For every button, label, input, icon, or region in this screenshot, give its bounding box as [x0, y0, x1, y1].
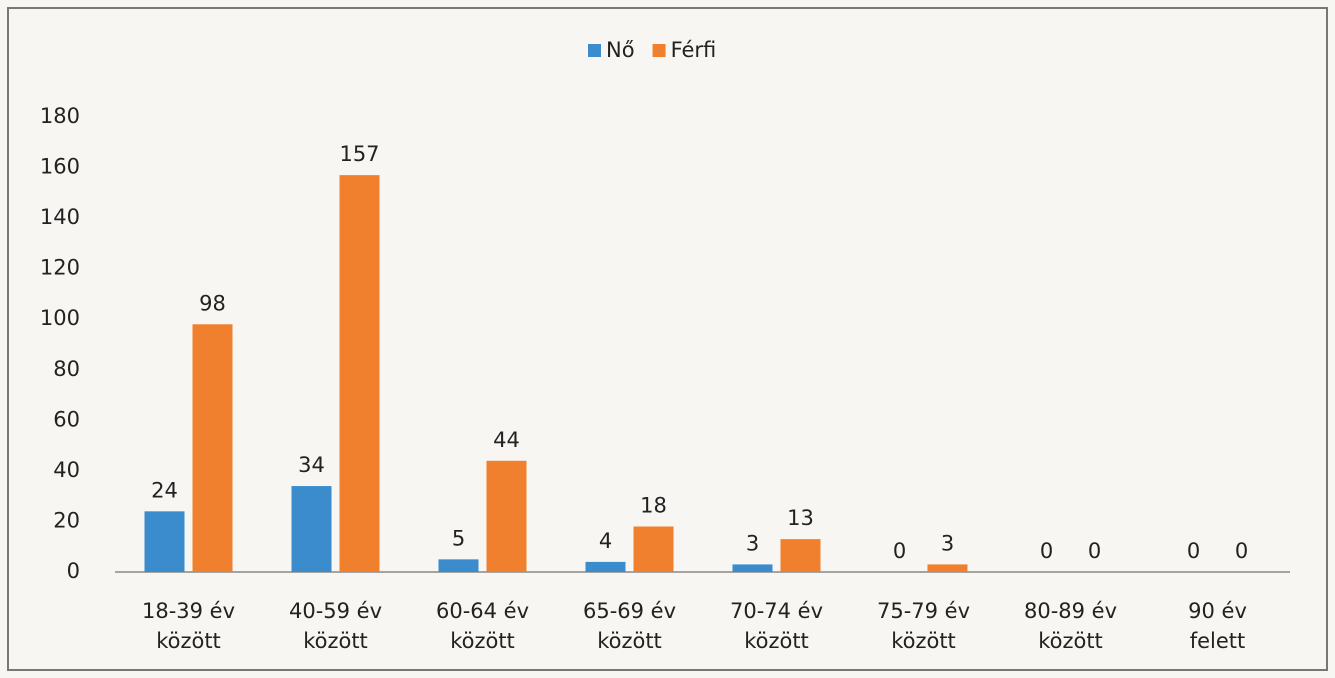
bar — [780, 539, 821, 572]
legend-label: Férfi — [671, 38, 717, 62]
bar — [144, 511, 185, 572]
value-label: 0 — [1235, 539, 1248, 563]
y-tick-label: 120 — [40, 256, 80, 280]
value-label: 34 — [298, 453, 325, 477]
y-tick-label: 80 — [53, 357, 80, 381]
value-label: 3 — [746, 531, 759, 555]
value-label: 0 — [1040, 539, 1053, 563]
y-tick-label: 40 — [53, 458, 80, 482]
bar — [633, 526, 674, 572]
x-tick-label: 65-69 év között — [582, 599, 677, 653]
value-label: 13 — [787, 506, 814, 530]
x-tick-label: 90 év felett — [1188, 599, 1247, 653]
y-tick-label: 160 — [40, 155, 80, 179]
border — [7, 7, 1328, 671]
x-tick-label: 18-39 év között — [141, 599, 236, 653]
legend-swatch — [652, 44, 666, 57]
value-label: 44 — [493, 428, 520, 452]
y-tick-label: 100 — [40, 306, 80, 330]
value-label: 0 — [893, 539, 906, 563]
bar — [438, 559, 479, 572]
bar — [486, 460, 527, 572]
bar — [339, 175, 380, 572]
legend-swatch — [588, 44, 601, 57]
value-label: 157 — [339, 142, 379, 166]
value-label: 98 — [199, 291, 226, 315]
bar — [291, 486, 332, 572]
x-tick-label: 75-79 év között — [876, 599, 971, 653]
bar — [192, 324, 233, 572]
x-tick-label: 40-59 év között — [288, 599, 383, 653]
bar — [585, 561, 626, 572]
y-tick-label: 0 — [67, 559, 80, 583]
value-label: 24 — [151, 478, 178, 502]
bar — [732, 564, 773, 572]
x-tick-label: 60-64 év között — [435, 599, 530, 653]
y-tick-label: 180 — [40, 104, 80, 128]
x-tick-label: 80-89 év között — [1023, 599, 1118, 653]
value-label: 4 — [599, 529, 612, 553]
y-tick-label: 60 — [53, 407, 80, 431]
value-label: 0 — [1187, 539, 1200, 563]
y-tick-label: 140 — [40, 205, 80, 229]
value-label: 3 — [941, 531, 954, 555]
y-tick-label: 20 — [53, 508, 80, 532]
value-label: 0 — [1088, 539, 1101, 563]
value-label: 18 — [640, 494, 667, 518]
bar — [927, 564, 968, 572]
value-label: 5 — [452, 526, 465, 550]
legend-label: Nő — [606, 38, 635, 62]
x-tick-label: 70-74 év között — [729, 599, 824, 653]
